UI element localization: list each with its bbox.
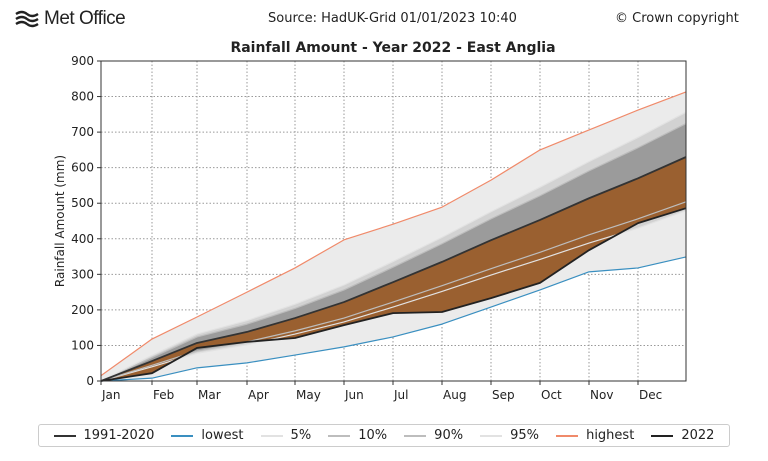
plot-frame [100, 60, 687, 382]
x-tick-label: Jun [344, 388, 364, 402]
x-tick-label: Nov [590, 388, 613, 402]
x-tick-label: Mar [198, 388, 221, 402]
legend-item: 1991-2020 [53, 428, 155, 443]
x-tick-label: Sep [492, 388, 515, 402]
y-tick-label: 300 [71, 267, 94, 281]
legend-item: 5% [260, 428, 312, 443]
y-tick-label: 800 [71, 90, 94, 104]
y-tick-label: 500 [71, 196, 94, 210]
met-office-waves-icon [15, 10, 39, 28]
x-tick-label: Oct [541, 388, 562, 402]
legend-swatch [651, 434, 674, 437]
legend-label: highest [586, 428, 635, 443]
y-tick-label: 200 [71, 303, 94, 317]
legend-label: lowest [201, 428, 244, 443]
legend-item: 90% [404, 428, 463, 443]
y-axis-label: Rainfall Amount (mm) [53, 155, 67, 287]
series-line-95pct [100, 111, 687, 382]
met-office-logo: Met Office [14, 8, 126, 30]
y-tick-label: 400 [71, 232, 94, 246]
percentile-10-90-band [101, 123, 686, 382]
legend-swatch [260, 434, 283, 437]
x-tick-label: Dec [639, 388, 662, 402]
series-line-10pct [100, 201, 687, 382]
legend-swatch [556, 434, 579, 437]
legend-item: highest [556, 428, 634, 443]
legend-item: 2022 [651, 428, 714, 443]
copyright-text: © Crown copyright [615, 11, 739, 26]
logo-text: Met Office [44, 8, 126, 29]
series-line-5pct [100, 210, 687, 382]
y-tick-label: 900 [71, 54, 94, 68]
y-tick-label: 700 [71, 125, 94, 139]
legend-label: 95% [510, 428, 540, 443]
source-text: Source: HadUK-Grid 01/01/2023 10:40 [268, 11, 517, 26]
legend-label: 1991-2020 [83, 428, 155, 443]
series-line-2022 [100, 207, 687, 382]
series-line-1991-2020 [100, 156, 687, 382]
x-tick-label: Jan [101, 388, 121, 402]
legend-swatch [480, 434, 503, 437]
x-tick-label: Feb [153, 388, 174, 402]
series-line-90pct [100, 123, 687, 382]
y-tick-label: 100 [71, 338, 94, 352]
series-line-lowest [100, 256, 687, 382]
y-tick-label: 0 [86, 374, 94, 388]
lowest-highest-band [101, 91, 686, 381]
legend-label: 2022 [681, 428, 715, 443]
series-line-highest [100, 91, 687, 377]
legend-swatch [404, 434, 427, 437]
legend-label: 10% [358, 428, 388, 443]
legend-label: 90% [434, 428, 464, 443]
legend-item: lowest [171, 428, 244, 443]
legend-item: 95% [480, 428, 539, 443]
legend-label: 5% [290, 428, 312, 443]
x-tick-label: Apr [248, 388, 269, 402]
chart-title: Rainfall Amount - Year 2022 - East Angli… [230, 40, 556, 56]
x-tick-label: Jul [393, 388, 408, 402]
legend-swatch [171, 434, 194, 437]
legend-swatch [53, 434, 76, 437]
y-tick-label: 600 [71, 161, 94, 175]
x-tick-label: Aug [443, 388, 466, 402]
legend: 1991-2020 lowest 5% 10% 90% 95% highest 2022 [38, 424, 730, 447]
x-tick-label: May [296, 388, 321, 402]
legend-item: 10% [328, 428, 387, 443]
legend-swatch [328, 434, 351, 437]
